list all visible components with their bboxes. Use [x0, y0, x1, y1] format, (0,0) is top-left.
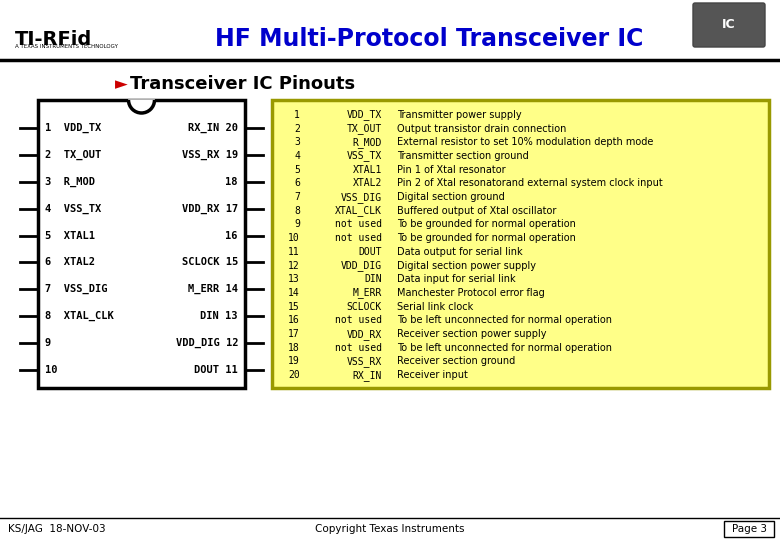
- Text: 10: 10: [289, 233, 300, 243]
- Text: Serial link clock: Serial link clock: [397, 302, 473, 312]
- Text: 19: 19: [289, 356, 300, 367]
- Text: 13: 13: [289, 274, 300, 284]
- Bar: [272, 100, 769, 388]
- Text: 9: 9: [294, 219, 300, 230]
- Text: KS/JAG  18-NOV-03: KS/JAG 18-NOV-03: [8, 524, 105, 534]
- Text: not used: not used: [335, 343, 382, 353]
- Bar: [724, 521, 774, 537]
- Text: External resistor to set 10% modulation depth mode: External resistor to set 10% modulation …: [397, 137, 654, 147]
- Text: To be grounded for normal operation: To be grounded for normal operation: [397, 233, 576, 243]
- Text: M_ERR: M_ERR: [353, 287, 382, 299]
- Text: Manchester Protocol error flag: Manchester Protocol error flag: [397, 288, 544, 298]
- Text: Pin 1 of Xtal resonator: Pin 1 of Xtal resonator: [397, 165, 505, 174]
- Text: TX_OUT: TX_OUT: [347, 123, 382, 134]
- Text: Pin 2 of Xtal resonatorand external system clock input: Pin 2 of Xtal resonatorand external syst…: [397, 178, 663, 188]
- Text: RX_IN: RX_IN: [353, 370, 382, 381]
- Text: ►: ►: [115, 75, 128, 93]
- Text: Copyright Texas Instruments: Copyright Texas Instruments: [315, 524, 465, 534]
- Text: VDD_DIG: VDD_DIG: [341, 260, 382, 271]
- Text: Data input for serial link: Data input for serial link: [397, 274, 516, 284]
- Text: Receiver section ground: Receiver section ground: [397, 356, 516, 367]
- Text: 18: 18: [225, 177, 238, 187]
- Text: 8: 8: [294, 206, 300, 216]
- Text: XTAL2: XTAL2: [353, 178, 382, 188]
- FancyBboxPatch shape: [693, 3, 765, 47]
- Text: DOUT 11: DOUT 11: [194, 365, 238, 375]
- Text: 11: 11: [289, 247, 300, 257]
- Text: To be left unconnected for normal operation: To be left unconnected for normal operat…: [397, 343, 612, 353]
- Bar: [38, 100, 245, 388]
- Text: Output transistor drain connection: Output transistor drain connection: [397, 124, 566, 133]
- Text: VSS_RX 19: VSS_RX 19: [182, 150, 238, 160]
- Text: not used: not used: [335, 219, 382, 230]
- Text: Data output for serial link: Data output for serial link: [397, 247, 523, 257]
- Text: Page 3: Page 3: [732, 524, 767, 534]
- Text: TI-RFid: TI-RFid: [15, 30, 92, 49]
- Text: Receiver section power supply: Receiver section power supply: [397, 329, 547, 339]
- Text: 20: 20: [289, 370, 300, 380]
- Text: 3: 3: [294, 137, 300, 147]
- Text: HF Multi-Protocol Transceiver IC: HF Multi-Protocol Transceiver IC: [215, 27, 644, 51]
- Text: Buffered output of Xtal oscillator: Buffered output of Xtal oscillator: [397, 206, 556, 216]
- Text: not used: not used: [335, 233, 382, 243]
- Text: 4  VSS_TX: 4 VSS_TX: [45, 204, 101, 214]
- Text: To be grounded for normal operation: To be grounded for normal operation: [397, 219, 576, 230]
- Text: Digital section ground: Digital section ground: [397, 192, 505, 202]
- Text: 14: 14: [289, 288, 300, 298]
- Text: 7: 7: [294, 192, 300, 202]
- Text: not used: not used: [335, 315, 382, 325]
- Text: XTAL1: XTAL1: [353, 165, 382, 174]
- Text: VDD_RX 17: VDD_RX 17: [182, 204, 238, 214]
- Text: Transmitter section ground: Transmitter section ground: [397, 151, 529, 161]
- Text: 1: 1: [294, 110, 300, 120]
- Text: M_ERR 14: M_ERR 14: [188, 284, 238, 294]
- Text: 2  TX_OUT: 2 TX_OUT: [45, 150, 101, 160]
- Text: A TEXAS INSTRUMENTS TECHNOLOGY: A TEXAS INSTRUMENTS TECHNOLOGY: [15, 44, 118, 49]
- Text: VDD_RX: VDD_RX: [347, 329, 382, 340]
- Text: 5  XTAL1: 5 XTAL1: [45, 231, 95, 240]
- Text: SCLOCK: SCLOCK: [347, 302, 382, 312]
- Text: IC: IC: [722, 18, 736, 31]
- Text: RX_IN 20: RX_IN 20: [188, 123, 238, 133]
- Text: 12: 12: [289, 260, 300, 271]
- Text: 7  VSS_DIG: 7 VSS_DIG: [45, 284, 108, 294]
- Text: DOUT: DOUT: [359, 247, 382, 257]
- Text: R_MOD: R_MOD: [353, 137, 382, 148]
- Text: To be left unconnected for normal operation: To be left unconnected for normal operat…: [397, 315, 612, 325]
- Text: 5: 5: [294, 165, 300, 174]
- Text: VSS_TX: VSS_TX: [347, 151, 382, 161]
- Text: VDD_DIG 12: VDD_DIG 12: [176, 338, 238, 348]
- Text: 2: 2: [294, 124, 300, 133]
- Text: 17: 17: [289, 329, 300, 339]
- Text: 15: 15: [289, 302, 300, 312]
- Text: DIN 13: DIN 13: [200, 311, 238, 321]
- Text: 1  VDD_TX: 1 VDD_TX: [45, 123, 101, 133]
- Text: SCLOCK 15: SCLOCK 15: [182, 258, 238, 267]
- Text: DIN: DIN: [364, 274, 382, 284]
- Text: Transmitter power supply: Transmitter power supply: [397, 110, 522, 120]
- Polygon shape: [129, 100, 154, 113]
- Text: 6: 6: [294, 178, 300, 188]
- Text: Receiver input: Receiver input: [397, 370, 468, 380]
- Text: VDD_TX: VDD_TX: [347, 110, 382, 120]
- Text: VSS_RX: VSS_RX: [347, 356, 382, 367]
- Text: VSS_DIG: VSS_DIG: [341, 192, 382, 202]
- Text: 10: 10: [45, 365, 70, 375]
- Text: 3  R_MOD: 3 R_MOD: [45, 177, 95, 187]
- Text: 4: 4: [294, 151, 300, 161]
- Text: XTAL_CLK: XTAL_CLK: [335, 205, 382, 216]
- Text: 6  XTAL2: 6 XTAL2: [45, 258, 95, 267]
- Text: Digital section power supply: Digital section power supply: [397, 260, 536, 271]
- Text: 16: 16: [289, 315, 300, 325]
- Text: 8  XTAL_CLK: 8 XTAL_CLK: [45, 311, 114, 321]
- Text: 9: 9: [45, 338, 64, 348]
- Text: 18: 18: [289, 343, 300, 353]
- Text: 16: 16: [225, 231, 238, 240]
- Text: Transceiver IC Pinouts: Transceiver IC Pinouts: [130, 75, 355, 93]
